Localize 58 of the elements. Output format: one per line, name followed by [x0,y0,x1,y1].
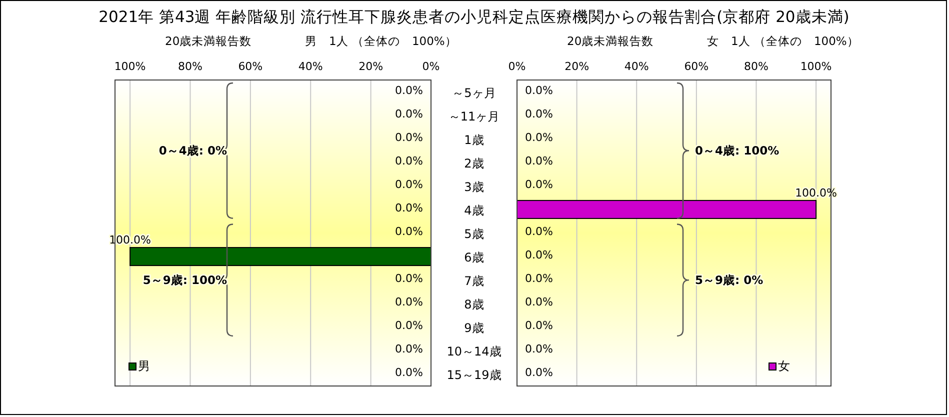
text: 20歳未満報告数 [165,34,252,48]
data-label: 0.0% [395,178,423,191]
x-tick-label: 100% [800,60,832,73]
y-tick-label: 9歳 [464,321,484,336]
data-label: 0.0% [525,84,553,97]
data-label: 0.0% [395,319,423,332]
x-tick-label: 20% [358,60,384,73]
x-tick-label: 0% [422,60,440,73]
y-tick-label: 3歳 [464,180,484,194]
data-label: 0.0% [395,154,423,168]
y-tick-label: 10～14歳 [446,344,502,359]
y-tick-label: 5歳 [464,227,484,241]
data-label: 0.0% [525,154,553,168]
data-label: 0.0% [525,225,553,238]
data-label: 0.0% [525,130,553,144]
annotation: 0～4歳: 100% [695,144,780,158]
data-label: 0.0% [395,130,423,144]
x-tick-label: 100% [114,60,146,73]
data-label: 0.0% [395,342,423,356]
data-label: 0.0% [525,107,553,120]
data-label: 0.0% [525,272,553,286]
data-label: 0.0% [525,366,553,380]
data-label: 0.0% [395,84,423,97]
data-label: 0.0% [395,107,423,120]
data-label: 0.0% [525,178,553,191]
y-tick-label: 8歳 [464,298,484,312]
x-tick-label: 0% [508,60,526,73]
legend-label: 男 [138,359,150,373]
text: 2021年 第43週 年齢階級別 流行性耳下腺炎患者の小児科定点医療機関からの報告割合(京都府 20歳未満) [98,8,850,26]
data-label: 0.0% [395,366,423,380]
y-tick-label: 6歳 [464,250,484,265]
x-tick-label: 40% [298,60,323,73]
x-tick-label: 80% [178,60,202,73]
y-tick-label: 7歳 [464,274,484,288]
data-label: 0.0% [395,225,423,238]
x-tick-label: 60% [684,60,709,73]
y-tick-label: ～11ヶ月 [448,109,500,124]
x-tick-label: 20% [564,60,590,73]
text: 20歳未満報告数 [567,34,654,48]
y-tick-label: 15～19歳 [446,368,502,382]
x-tick-label: 80% [744,60,768,73]
data-label: 0.0% [525,296,553,309]
y-tick-label: 2歳 [464,156,484,170]
y-tick-label: ～5ヶ月 [452,86,496,100]
data-label: 0.0% [525,248,553,262]
data-label: 0.0% [525,319,553,332]
y-tick-label: 4歳 [464,203,484,218]
text: 男 1人 （全体の 100%） [305,34,457,48]
text: 女 1人 （全体の 100%） [707,34,859,48]
annotation: 5～9歳: 0% [695,273,764,288]
data-label: 0.0% [395,296,423,309]
x-tick-label: 60% [238,60,263,73]
legend-label: 女 [778,359,790,373]
data-label: 0.0% [395,201,423,214]
x-tick-label: 40% [624,60,649,73]
y-tick-label: 1歳 [464,132,484,147]
data-label: 0.0% [395,272,423,286]
data-label: 0.0% [525,342,553,356]
